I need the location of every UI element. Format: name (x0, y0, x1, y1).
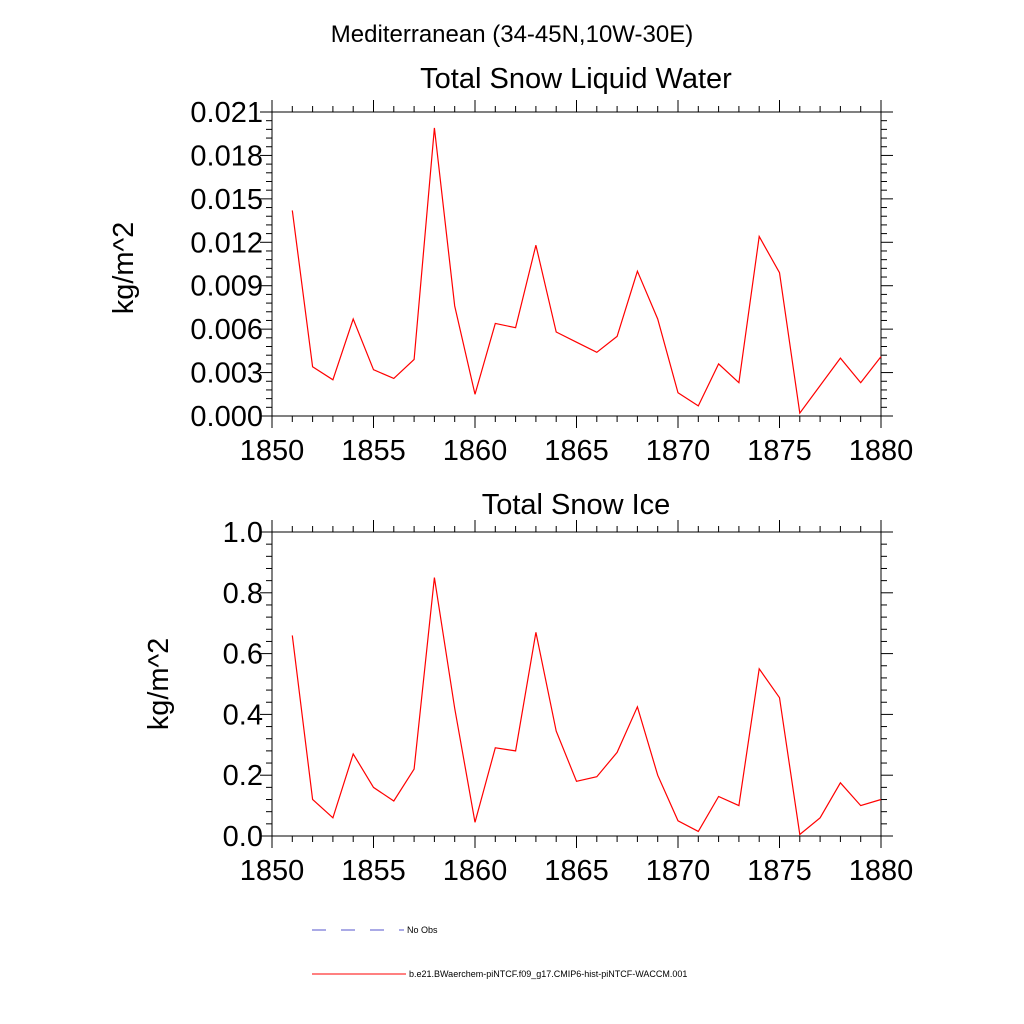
x-tick-label: 1855 (341, 855, 406, 887)
chart-title: Total Snow Ice (482, 489, 671, 521)
series-line (291, 577, 882, 836)
y-tick-label: 0.006 (190, 314, 263, 346)
plot-frame (271, 531, 882, 837)
x-tick-label: 1880 (849, 435, 914, 467)
tick-marks (260, 100, 893, 428)
y-tick-label: 0.2 (223, 760, 263, 792)
y-tick-label: 0.6 (223, 639, 263, 671)
x-tick-label: 1865 (544, 855, 609, 887)
legend-label-no-obs: No Obs (407, 925, 438, 935)
chart-title: Total Snow Liquid Water (420, 63, 732, 95)
x-tick-label: 1860 (443, 855, 508, 887)
y-tick-label: 1.0 (223, 517, 263, 549)
y-tick-label: 0.015 (190, 184, 263, 216)
y-tick-label: 0.021 (190, 97, 263, 129)
y-tick-label: 0.0 (223, 821, 263, 853)
x-tick-labels: 1850 1855 1860 1865 1870 1875 1880 (240, 855, 914, 887)
x-tick-label: 1855 (341, 435, 406, 467)
x-tick-label: 1870 (646, 435, 711, 467)
tick-marks (260, 520, 893, 848)
series-lines (291, 127, 882, 415)
x-tick-label: 1860 (443, 435, 508, 467)
y-axis-label: kg/m^2 (143, 638, 175, 731)
legend: No Obs b.e21.BWaerchem-piNTCF.f09_g17.CM… (312, 925, 687, 979)
y-tick-labels: 0.000 0.003 0.006 0.009 0.012 0.015 0.018 0.021 (190, 97, 263, 433)
y-tick-labels: 0.0 0.2 0.4 0.6 0.8 1.0 (223, 517, 263, 853)
y-tick-label: 0.4 (223, 699, 263, 731)
series-line (291, 127, 882, 415)
x-tick-label: 1880 (849, 855, 914, 887)
x-tick-labels: 1850 1855 1860 1865 1870 1875 1880 (240, 435, 914, 467)
y-tick-label: 0.000 (190, 401, 263, 433)
plot-frame (271, 111, 882, 417)
x-tick-label: 1850 (240, 435, 305, 467)
series-lines (291, 577, 882, 836)
chart-snow-ice: Total Snow Ice kg/m^2 1850 1855 1860 1865 18… (143, 489, 913, 887)
x-tick-label: 1850 (240, 855, 305, 887)
y-tick-label: 0.012 (190, 227, 263, 259)
x-tick-label: 1870 (646, 855, 711, 887)
y-tick-label: 0.003 (190, 358, 263, 390)
y-tick-label: 0.8 (223, 578, 263, 610)
x-tick-label: 1865 (544, 435, 609, 467)
y-tick-label: 0.009 (190, 271, 263, 303)
chart-snow-liquid-water: Total Snow Liquid Water kg/m^2 1850 1855 1… (108, 63, 913, 467)
y-axis-label: kg/m^2 (108, 222, 140, 315)
legend-label-model: b.e21.BWaerchem-piNTCF.f09_g17.CMIP6-his… (409, 969, 687, 979)
suptitle: Mediterranean (34-45N,10W-30E) (331, 21, 693, 48)
x-tick-label: 1875 (747, 435, 812, 467)
x-tick-label: 1875 (747, 855, 812, 887)
y-tick-label: 0.018 (190, 140, 263, 172)
